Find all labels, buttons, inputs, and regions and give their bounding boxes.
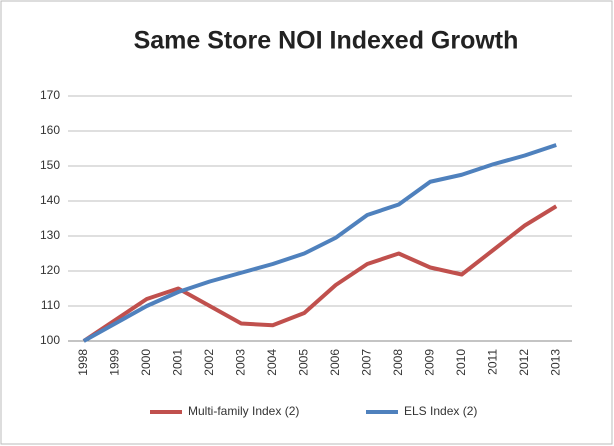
x-tick-label: 2004 bbox=[265, 349, 279, 376]
legend-label: Multi-family Index (2) bbox=[188, 404, 299, 418]
x-tick-label: 2006 bbox=[328, 349, 342, 376]
y-tick-label: 140 bbox=[40, 193, 60, 207]
chart-title: Same Store NOI Indexed Growth bbox=[134, 27, 519, 55]
x-tick-label: 2012 bbox=[517, 349, 531, 376]
x-tick-label: 2011 bbox=[485, 349, 499, 375]
series-line bbox=[82, 204, 558, 343]
x-tick-label: 1999 bbox=[107, 349, 121, 376]
x-tick-label: 2005 bbox=[296, 349, 310, 376]
series-line bbox=[82, 143, 557, 343]
y-tick-label: 130 bbox=[40, 228, 60, 242]
x-tick-label: 2000 bbox=[139, 349, 153, 376]
x-tick-label: 2008 bbox=[391, 349, 405, 376]
legend-label: ELS Index (2) bbox=[404, 404, 477, 418]
x-tick-label: 2013 bbox=[548, 349, 562, 376]
x-tick-label: 2003 bbox=[233, 349, 247, 376]
y-tick-label: 150 bbox=[40, 158, 60, 172]
x-tick-label: 2001 bbox=[170, 349, 184, 376]
x-tick-label: 2007 bbox=[359, 349, 373, 376]
x-tick-label: 2009 bbox=[422, 349, 436, 376]
x-tick-label: 2010 bbox=[454, 349, 468, 376]
y-tick-label: 170 bbox=[40, 88, 60, 102]
y-tick-label: 160 bbox=[40, 123, 60, 137]
y-tick-label: 120 bbox=[40, 263, 60, 277]
x-tick-label: 2002 bbox=[202, 349, 216, 376]
x-tick-label: 1998 bbox=[76, 349, 90, 376]
y-tick-label: 110 bbox=[41, 298, 60, 312]
y-tick-label: 100 bbox=[40, 333, 60, 347]
